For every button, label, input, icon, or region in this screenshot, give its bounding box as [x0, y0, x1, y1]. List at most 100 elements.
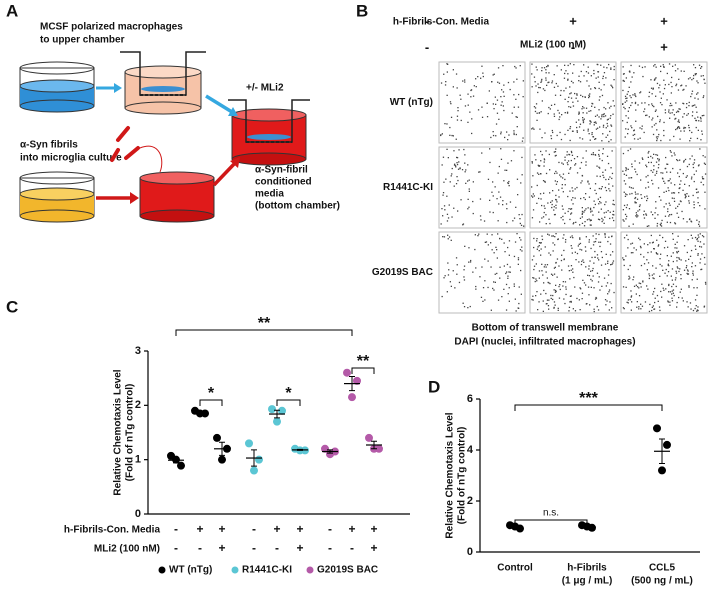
nucleus: [625, 115, 627, 117]
nucleus: [697, 92, 699, 94]
nucleus: [592, 153, 594, 156]
nucleus: [592, 244, 595, 246]
nucleus: [441, 164, 443, 166]
nucleus: [504, 251, 506, 253]
nucleus: [610, 105, 612, 107]
nucleus: [629, 277, 631, 279]
nucleus: [572, 223, 574, 225]
nucleus: [643, 131, 645, 134]
label: to upper chamber: [40, 35, 125, 46]
nucleus: [497, 67, 500, 69]
nucleus: [469, 305, 471, 308]
nucleus: [655, 252, 657, 254]
nucleus: [496, 249, 498, 251]
nucleus: [518, 93, 520, 96]
nucleus: [677, 235, 679, 237]
nucleus: [656, 294, 659, 297]
nucleus: [606, 155, 609, 157]
nucleus: [629, 70, 631, 72]
nucleus: [496, 198, 498, 200]
nucleus: [680, 288, 682, 290]
nucleus: [695, 119, 698, 122]
nucleus: [686, 301, 688, 303]
nucleus: [531, 259, 534, 261]
nucleus: [605, 285, 607, 287]
nucleus: [625, 255, 627, 257]
nucleus: [679, 268, 681, 270]
micrograph: [529, 146, 617, 229]
condition-sign: -: [174, 522, 178, 536]
nucleus: [630, 177, 633, 179]
nucleus: [517, 307, 519, 309]
nucleus: [696, 237, 699, 240]
nucleus: [641, 128, 643, 130]
label: α-Syn fibrils: [20, 140, 78, 151]
nucleus: [593, 308, 595, 310]
nucleus: [590, 247, 592, 250]
condition-sign: -: [328, 541, 332, 555]
nucleus: [553, 115, 556, 117]
nucleus: [458, 161, 460, 163]
nucleus: [585, 284, 587, 286]
nucleus: [569, 127, 571, 130]
nucleus: [589, 220, 591, 222]
nucleus: [628, 278, 630, 280]
nucleus: [638, 282, 640, 284]
nucleus: [578, 80, 580, 82]
nucleus: [496, 257, 498, 259]
nucleus: [497, 81, 499, 83]
nucleus: [691, 176, 693, 178]
nucleus: [503, 288, 505, 290]
nucleus: [479, 198, 482, 200]
y-tick-label: 2: [467, 495, 473, 507]
nucleus: [685, 260, 687, 262]
panel-letter: B: [356, 1, 368, 20]
nucleus: [492, 181, 494, 183]
nucleus: [697, 98, 699, 100]
nucleus: [664, 272, 666, 274]
nucleus: [703, 114, 705, 117]
nucleus: [578, 119, 580, 121]
nucleus: [677, 68, 679, 70]
nucleus: [567, 101, 569, 103]
nucleus: [590, 121, 592, 123]
nucleus: [624, 195, 627, 197]
nucleus: [535, 263, 537, 265]
nucleus: [589, 224, 591, 226]
nucleus: [602, 113, 604, 116]
nucleus: [704, 208, 706, 210]
nucleus: [446, 63, 448, 65]
nucleus: [650, 169, 652, 172]
nucleus: [635, 293, 637, 295]
nucleus: [495, 123, 498, 125]
nucleus: [636, 216, 638, 218]
nucleus: [664, 182, 666, 184]
nucleus: [513, 132, 515, 134]
nucleus: [570, 212, 573, 214]
nucleus: [690, 178, 693, 180]
nucleus: [610, 68, 612, 70]
nucleus: [517, 263, 519, 265]
nucleus: [595, 296, 597, 299]
nucleus: [699, 241, 702, 243]
data-point: [268, 405, 276, 414]
nucleus: [517, 194, 519, 196]
nucleus: [691, 79, 693, 81]
nucleus: [672, 65, 674, 67]
nucleus: [553, 86, 556, 88]
data-point: [658, 466, 666, 475]
nucleus: [479, 215, 482, 217]
nucleus: [492, 131, 494, 133]
nucleus: [450, 285, 452, 287]
nucleus: [622, 66, 624, 68]
nucleus: [661, 265, 663, 267]
nucleus: [666, 72, 668, 75]
nucleus: [449, 134, 451, 136]
nucleus: [602, 124, 605, 126]
nucleus: [539, 128, 541, 130]
nucleus: [565, 286, 567, 288]
nucleus: [676, 252, 678, 254]
nucleus: [606, 282, 609, 284]
nucleus: [686, 193, 688, 195]
nucleus: [513, 285, 515, 287]
